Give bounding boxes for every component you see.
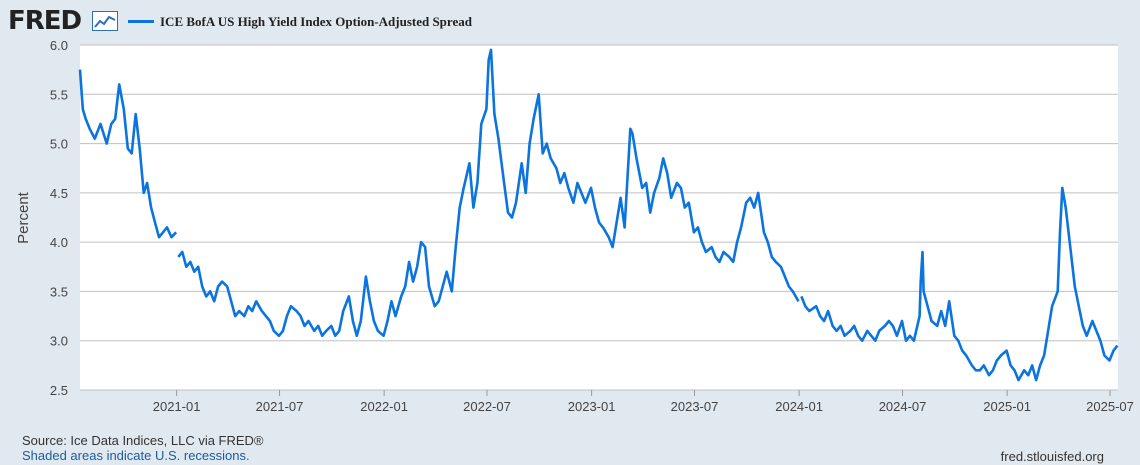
recession-note: Shaded areas indicate U.S. recessions.: [22, 448, 250, 463]
grid-lines: [80, 44, 1118, 391]
footer-site-link[interactable]: fred.stlouisfed.org: [1000, 449, 1104, 464]
y-tick-label: 2.5: [50, 383, 68, 398]
x-tick-label: 2024-07: [879, 399, 927, 414]
source-text: Source: Ice Data Indices, LLC via FRED®: [22, 433, 264, 448]
y-tick-label: 3.5: [50, 284, 68, 299]
y-tick-label: 4.5: [50, 186, 68, 201]
series-line[interactable]: [800, 186, 1119, 382]
footer-source: Source: Ice Data Indices, LLC via FRED® …: [22, 433, 264, 463]
y-tick-label: 5.5: [50, 87, 68, 102]
y-tick-label: 3.0: [50, 334, 68, 349]
x-tick-label: 2023-07: [671, 399, 719, 414]
series-line[interactable]: [78, 69, 178, 239]
legend-label[interactable]: ICE BofA US High Yield Index Option-Adju…: [160, 14, 472, 29]
x-tick-label: 2025-01: [983, 399, 1031, 414]
fred-logo[interactable]: FRED: [8, 6, 82, 36]
x-tick-label: 2021-07: [256, 399, 304, 414]
x-tick-label: 2022-01: [360, 399, 408, 414]
x-tick-label: 2024-01: [775, 399, 823, 414]
y-axis: 2.5 3.0 3.5 4.0 4.5 5.0 5.5 6.0: [50, 38, 68, 398]
x-tick-label: 2021-01: [153, 399, 201, 414]
series-line[interactable]: [177, 48, 800, 338]
series-lines: [78, 48, 1119, 382]
y-tick-label: 6.0: [50, 38, 68, 53]
legend-swatch: [128, 20, 154, 23]
x-tick-label: 2022-07: [463, 399, 511, 414]
x-tick-label: 2023-01: [568, 399, 616, 414]
y-tick-label: 5.0: [50, 137, 68, 152]
x-axis: 2021-01 2021-07 2022-01 2022-07 2023-01 2023-…: [153, 390, 1134, 414]
line-chart-icon: [92, 11, 118, 31]
y-axis-label: Percent: [15, 191, 32, 244]
y-tick-label: 4.0: [50, 235, 68, 250]
line-chart: 2.53.03.54.04.55.05.56.0 2021-01 2021-07 2…: [15, 38, 1134, 414]
x-tick-label: 2025-07: [1086, 399, 1134, 414]
